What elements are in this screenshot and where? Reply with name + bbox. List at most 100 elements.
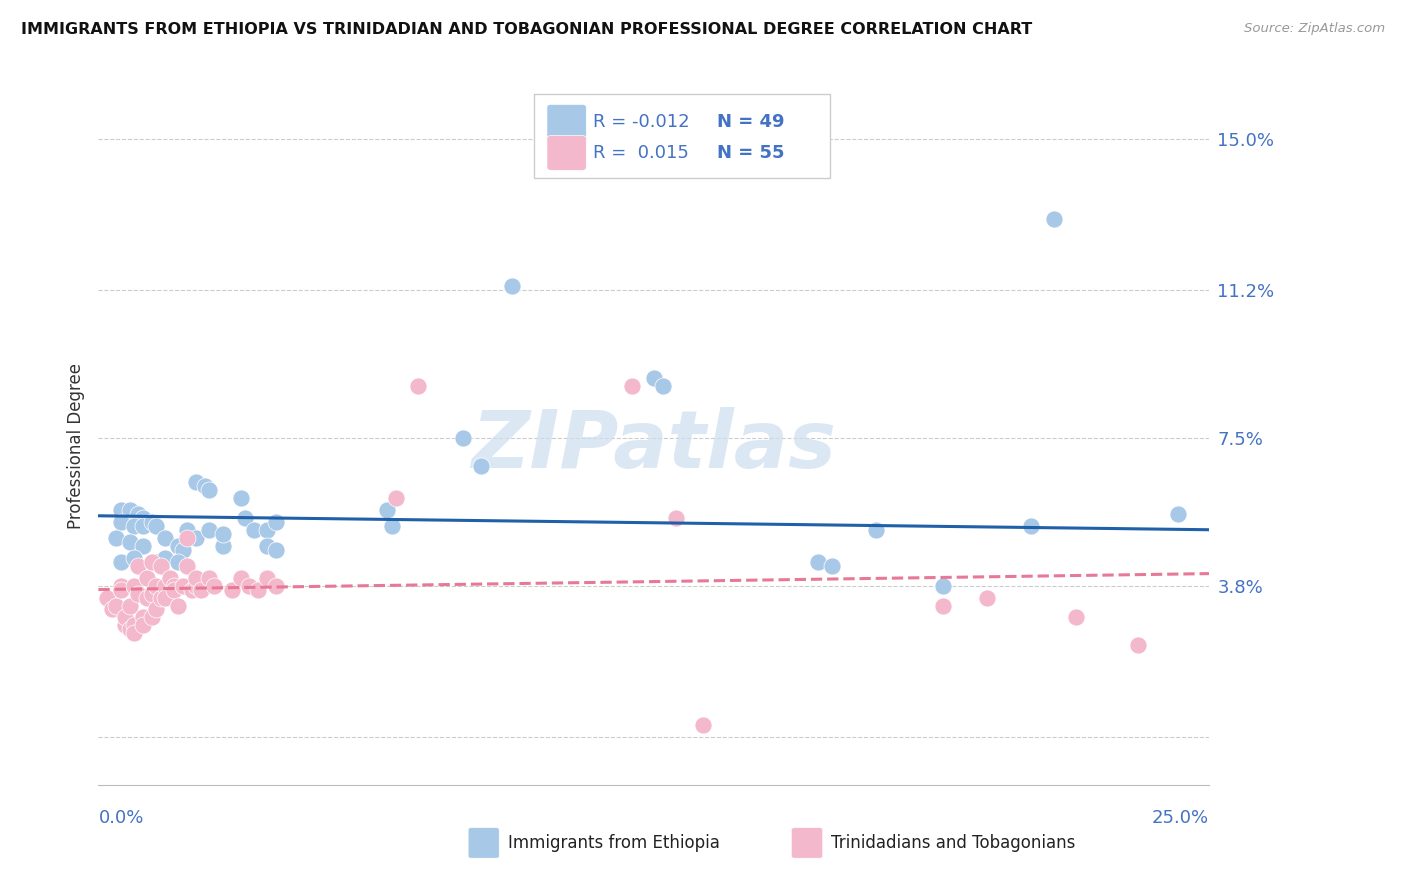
Point: [643, 371, 665, 385]
Point: [110, 503, 132, 517]
Point: [132, 539, 155, 553]
Point: [149, 558, 172, 573]
Point: [620, 379, 643, 393]
Point: [1042, 211, 1064, 226]
Point: [807, 555, 830, 569]
Point: [132, 618, 155, 632]
Point: [264, 578, 287, 592]
Point: [865, 523, 887, 537]
Point: [172, 542, 194, 557]
Point: [211, 539, 233, 553]
Point: [167, 599, 190, 613]
Point: [976, 591, 998, 605]
Point: [159, 571, 181, 585]
Point: [132, 518, 155, 533]
Point: [153, 578, 176, 592]
Point: [110, 578, 132, 592]
Point: [256, 571, 278, 585]
Point: [211, 526, 233, 541]
Text: IMMIGRANTS FROM ETHIOPIA VS TRINIDADIAN AND TOBAGONIAN PROFESSIONAL DEGREE CORRE: IMMIGRANTS FROM ETHIOPIA VS TRINIDADIAN …: [21, 22, 1032, 37]
Text: N = 55: N = 55: [717, 144, 785, 162]
Point: [176, 531, 198, 545]
Point: [198, 523, 221, 537]
Point: [229, 491, 252, 505]
Point: [186, 571, 208, 585]
Point: [167, 539, 190, 553]
Point: [186, 578, 208, 592]
Y-axis label: Professional Degree: Professional Degree: [66, 363, 84, 529]
Point: [96, 591, 118, 605]
Point: [408, 379, 430, 393]
Point: [665, 510, 688, 524]
Point: [229, 571, 252, 585]
Point: [194, 479, 217, 493]
Point: [145, 602, 167, 616]
Point: [122, 618, 145, 632]
Point: [141, 515, 163, 529]
Point: [136, 571, 159, 585]
Point: [256, 523, 278, 537]
Point: [256, 539, 278, 553]
Point: [451, 431, 474, 445]
Point: [820, 558, 842, 573]
Point: [238, 578, 260, 592]
Point: [176, 558, 198, 573]
Point: [1064, 610, 1087, 624]
Point: [470, 458, 492, 473]
Text: Trinidadians and Tobagonians: Trinidadians and Tobagonians: [831, 834, 1076, 852]
Text: 0.0%: 0.0%: [98, 809, 143, 827]
Point: [114, 618, 136, 632]
Point: [501, 279, 523, 293]
Text: 25.0%: 25.0%: [1152, 809, 1209, 827]
Point: [153, 591, 176, 605]
Point: [127, 507, 149, 521]
Point: [127, 558, 149, 573]
Point: [153, 531, 176, 545]
Point: [1167, 507, 1189, 521]
Point: [105, 531, 128, 545]
Point: [122, 578, 145, 592]
Text: ZIPatlas: ZIPatlas: [471, 407, 837, 485]
Point: [186, 531, 208, 545]
Point: [122, 626, 145, 640]
Point: [141, 610, 163, 624]
Point: [118, 623, 141, 637]
Point: [132, 610, 155, 624]
Text: N = 49: N = 49: [717, 112, 785, 131]
Point: [110, 555, 132, 569]
Point: [145, 578, 167, 592]
Point: [114, 610, 136, 624]
Point: [141, 586, 163, 600]
Point: [145, 555, 167, 569]
Point: [163, 578, 186, 592]
Point: [1021, 518, 1043, 533]
Point: [105, 599, 128, 613]
Point: [176, 523, 198, 537]
Point: [180, 582, 202, 597]
Point: [118, 599, 141, 613]
Point: [149, 591, 172, 605]
Point: [375, 503, 398, 517]
Point: [118, 534, 141, 549]
Point: [243, 523, 266, 537]
Point: [172, 578, 194, 592]
Point: [141, 555, 163, 569]
Point: [132, 510, 155, 524]
Point: [931, 578, 953, 592]
Point: [198, 483, 221, 497]
Point: [264, 542, 287, 557]
Point: [221, 582, 243, 597]
Text: R = -0.012: R = -0.012: [593, 112, 690, 131]
Point: [1126, 639, 1149, 653]
Point: [110, 582, 132, 597]
Point: [167, 555, 190, 569]
Point: [153, 550, 176, 565]
Text: R =  0.015: R = 0.015: [593, 144, 689, 162]
Point: [202, 578, 225, 592]
Text: Immigrants from Ethiopia: Immigrants from Ethiopia: [508, 834, 720, 852]
Point: [163, 582, 186, 597]
Point: [264, 515, 287, 529]
Point: [100, 602, 122, 616]
Point: [122, 550, 145, 565]
Point: [198, 571, 221, 585]
